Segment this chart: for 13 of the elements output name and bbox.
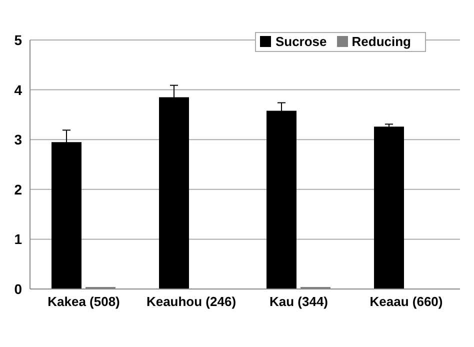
- y-tick-label: 4: [14, 82, 22, 98]
- y-tick-label: 2: [14, 181, 22, 198]
- x-tick-label: Kau (344): [269, 294, 328, 310]
- x-tick-label: Kakea (508): [48, 294, 120, 310]
- y-tick-label: 0: [14, 280, 22, 297]
- legend-label: Reducing: [352, 34, 411, 49]
- y-tick-label: 3: [14, 132, 22, 148]
- bar: [374, 126, 404, 289]
- y-tick-label: 1: [14, 231, 22, 248]
- x-tick-label: Keauhou (246): [146, 294, 236, 310]
- y-tick-label: 5: [14, 32, 22, 48]
- legend-label: Sucrose: [275, 34, 327, 49]
- x-tick-label: Keaau (660): [370, 294, 443, 310]
